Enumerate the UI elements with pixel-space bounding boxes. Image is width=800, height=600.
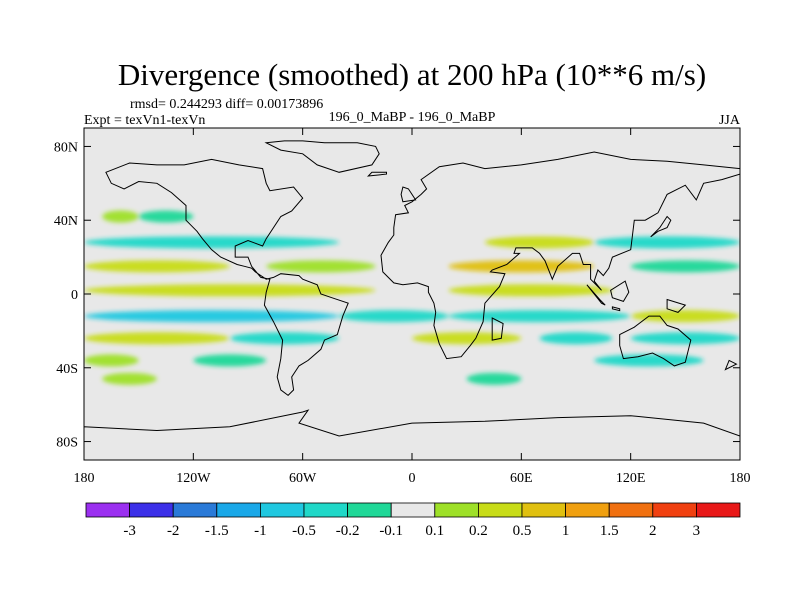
coastline-13	[724, 359, 738, 371]
x-tick-label-6: 180	[730, 471, 751, 486]
colorbar-swatch-7	[390, 502, 436, 518]
coastline-1	[105, 158, 349, 397]
divergence-band-7	[448, 260, 595, 273]
coastline-6	[400, 186, 417, 203]
coastline-7	[650, 215, 672, 238]
colorbar-swatch-14	[696, 502, 741, 518]
x-tick-label-0: 180	[74, 471, 95, 486]
divergence-band-1	[138, 210, 194, 223]
colorbar-swatch-12	[608, 502, 654, 518]
coastline-12	[610, 280, 630, 303]
divergence-bands	[84, 210, 740, 385]
coastline-5	[491, 317, 504, 341]
colorbar-swatch-13	[652, 502, 697, 518]
divergence-band-5	[84, 260, 230, 273]
coastline-11	[611, 306, 621, 312]
divergence-band-21	[193, 354, 267, 367]
divergence-band-0	[102, 210, 139, 223]
divergence-band-4	[594, 236, 740, 249]
divergence-band-9	[84, 284, 376, 297]
expt-label: Expt = texVn1-texVn	[84, 113, 205, 128]
divergence-band-3	[484, 236, 595, 249]
coastline-8	[366, 171, 387, 177]
colorbar-label-8: 0.2	[469, 523, 488, 539]
chart-title: Divergence (smoothed) at 200 hPa (10**6 …	[118, 57, 706, 92]
colorbar-label-10: 1	[562, 523, 570, 539]
divergence-band-11	[84, 310, 340, 323]
colorbar-swatch-10	[521, 502, 566, 518]
x-tick-label-1: 120W	[176, 471, 211, 486]
x-tick-label-4: 60E	[510, 471, 533, 486]
divergence-band-18	[539, 332, 613, 345]
divergence-band-2	[84, 236, 340, 249]
y-tick-label-4: 80S	[56, 436, 78, 451]
stats-label: rmsd= 0.244293 diff= 0.00173896	[130, 97, 323, 112]
coastline-10	[666, 298, 687, 313]
colorbar-label-4: -0.5	[292, 523, 316, 539]
divergence-band-19	[630, 332, 740, 345]
colorbar-label-5: -0.2	[336, 523, 360, 539]
divergence-band-15	[84, 332, 230, 345]
colorbar-label-2: -1.5	[205, 523, 229, 539]
colorbar-label-1: -2	[167, 523, 180, 539]
colorbar-swatch-0	[85, 502, 130, 518]
divergence-band-20	[84, 354, 139, 367]
divergence-band-8	[630, 260, 740, 273]
colorbar-label-12: 2	[649, 523, 657, 539]
coastline-0	[264, 140, 380, 173]
colorbar-label-9: 0.5	[513, 523, 532, 539]
y-tick-label-3: 40S	[56, 362, 78, 377]
coastlines	[84, 140, 740, 460]
colorbar-swatch-5	[303, 502, 348, 518]
colorbar-swatch-11	[565, 502, 610, 518]
colorbar-swatch-8	[434, 502, 479, 518]
x-axis-ticks: 180 120W 60W 0 60E 120E 180	[74, 128, 751, 486]
coastline-2	[380, 151, 740, 360]
colorbar-swatch-4	[259, 502, 305, 518]
coastline-4	[84, 409, 740, 460]
colorbar-label-6: -0.1	[379, 523, 403, 539]
divergence-band-22	[594, 354, 704, 367]
divergence-band-23	[102, 372, 157, 385]
colorbar-label-13: 3	[693, 523, 701, 539]
divergence-band-17	[412, 332, 522, 345]
colorbar-label-11: 1.5	[600, 523, 619, 539]
y-tick-label-2: 0	[71, 288, 78, 303]
divergence-band-24	[466, 372, 522, 385]
x-tick-label-5: 120E	[616, 471, 646, 486]
colorbar-swatch-2	[172, 502, 218, 518]
colorbar-swatch-9	[477, 502, 523, 518]
coastline-9	[586, 284, 606, 306]
y-axis-ticks: 80N 40N 0 40S 80S	[54, 140, 740, 451]
divergence-band-10	[448, 284, 613, 297]
colorbar-label-3: -1	[254, 523, 267, 539]
colorbar-swatch-6	[347, 502, 392, 518]
colorbar: -3 -2 -1.5 -1 -0.5 -0.2 -0.1 0.1 0.2 0.5 1 1.5 2 3	[85, 502, 741, 539]
divergence-band-12	[339, 310, 449, 323]
y-tick-label-1: 40N	[54, 214, 78, 229]
colorbar-label-7: 0.1	[425, 523, 444, 539]
season-label: JJA	[719, 113, 741, 128]
colorbar-label-0: -3	[123, 523, 136, 539]
coastline-3	[619, 315, 692, 367]
divergence-band-14	[630, 310, 740, 323]
divergence-band-16	[229, 332, 340, 345]
colorbar-swatch-1	[129, 502, 174, 518]
divergence-band-13	[448, 310, 631, 323]
colorbar-swatch-3	[216, 502, 261, 518]
x-tick-label-3: 0	[409, 471, 416, 486]
x-tick-label-2: 60W	[289, 471, 317, 486]
y-tick-label-0: 80N	[54, 140, 78, 155]
divergence-band-6	[266, 260, 376, 273]
case-label: 196_0_MaBP - 196_0_MaBP	[329, 110, 496, 125]
